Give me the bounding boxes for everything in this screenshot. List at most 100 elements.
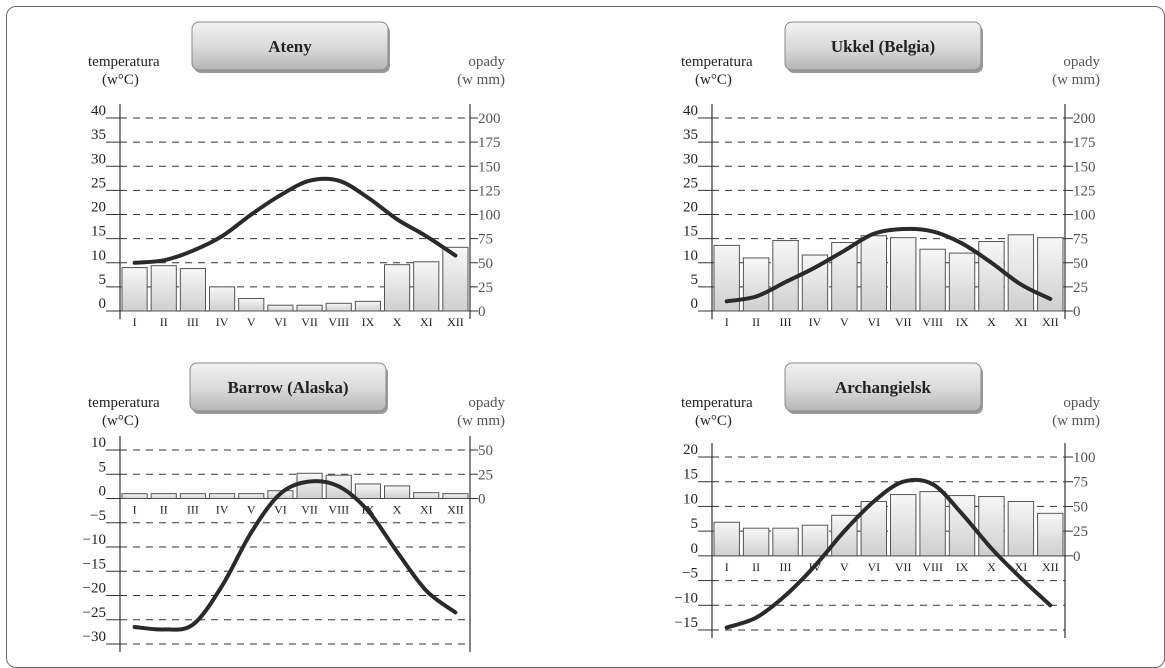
- temp-tick-label: 20: [91, 200, 106, 216]
- temp-tick-label: 5: [691, 272, 699, 288]
- temp-axis-unit: (w°C): [102, 72, 139, 88]
- month-label-VI: VI: [274, 503, 287, 517]
- temp-axis-label: temperatura: [88, 395, 160, 411]
- precip-bar-IX: [354, 483, 382, 500]
- month-label-X: X: [393, 503, 402, 517]
- precip-tick-label: 150: [478, 159, 501, 175]
- temp-tick-label: −10: [675, 590, 698, 606]
- precip-tick-label: 75: [1073, 475, 1088, 491]
- chart-title: Ateny: [268, 37, 312, 56]
- month-label-I: I: [725, 315, 729, 329]
- month-label-X: X: [987, 315, 996, 329]
- month-label-V: V: [840, 315, 849, 329]
- precip-tick-label: 50: [478, 256, 493, 272]
- precip-bar-III: [179, 268, 206, 312]
- temp-tick-label: 10: [683, 491, 698, 507]
- precip-tick-label: 0: [478, 492, 486, 508]
- precip-bar-II: [150, 265, 177, 312]
- precip-axis-unit: (w mm): [457, 72, 505, 88]
- temp-axis-label: temperatura: [88, 54, 160, 70]
- precip-tick-label: 125: [478, 183, 501, 199]
- temp-tick-label: 0: [691, 296, 699, 312]
- temp-tick-label: −10: [83, 532, 106, 548]
- precip-bar-III: [179, 493, 206, 499]
- precip-bar-XII: [1037, 512, 1064, 557]
- temp-axis-unit: (w°C): [695, 72, 732, 88]
- temp-tick-label: −15: [83, 556, 106, 572]
- temp-tick-label: −30: [83, 629, 106, 645]
- precip-bar-VII: [296, 472, 323, 499]
- precip-bar-I: [121, 267, 148, 312]
- precip-bar-X: [384, 264, 411, 312]
- precip-tick-label: 0: [478, 304, 486, 320]
- temp-tick-label: 0: [691, 541, 699, 557]
- month-label-II: II: [160, 503, 168, 517]
- precip-tick-label: 150: [1073, 159, 1096, 175]
- month-label-VI: VI: [274, 315, 287, 329]
- precip-bar-VIII: [919, 491, 946, 557]
- temp-tick-label: 0: [99, 484, 107, 500]
- month-label-I: I: [133, 503, 137, 517]
- precip-bar-V: [238, 297, 265, 312]
- precip-bar-I: [121, 493, 148, 499]
- precip-bar-XII: [442, 493, 469, 499]
- month-label-VIII: VIII: [922, 315, 943, 329]
- title-box: [189, 362, 387, 412]
- temperature-curve: [724, 226, 1053, 304]
- month-label-VI: VI: [867, 315, 880, 329]
- precip-tick-label: 25: [478, 467, 493, 483]
- precip-bar-XI: [413, 492, 440, 499]
- temp-tick-label: 30: [683, 151, 698, 167]
- month-label-V: V: [247, 315, 256, 329]
- precip-bar-VII: [296, 304, 323, 312]
- temp-tick-label: 20: [683, 200, 698, 216]
- precip-bar-XI: [413, 261, 440, 312]
- month-label-I: I: [133, 315, 137, 329]
- precip-tick-label: 100: [1073, 208, 1096, 224]
- temp-tick-label: 5: [99, 272, 107, 288]
- precip-bar-X: [978, 241, 1005, 312]
- precip-tick-label: 50: [1073, 256, 1088, 272]
- precip-tick-label: 100: [1073, 450, 1096, 466]
- month-label-VIII: VIII: [328, 503, 349, 517]
- precip-bar-III: [772, 527, 799, 557]
- precip-axis-label: opady: [468, 395, 505, 411]
- chart-2: Ukkel (Belgia) temperatura (w°C) opady (w mm…: [681, 21, 1100, 329]
- month-label-XI: XI: [1015, 560, 1028, 574]
- temperature-curve: [132, 176, 458, 265]
- month-label-IV: IV: [809, 315, 822, 329]
- temp-tick-label: 15: [683, 224, 698, 240]
- month-label-IX: IX: [956, 315, 969, 329]
- temp-tick-label: 40: [683, 103, 698, 119]
- temp-axis-unit: (w°C): [695, 413, 732, 429]
- month-label-VII: VII: [301, 503, 318, 517]
- temp-tick-label: 5: [99, 459, 107, 475]
- chart-title: Ukkel (Belgia): [831, 37, 935, 56]
- month-label-XI: XI: [1015, 315, 1028, 329]
- precip-axis-unit: (w mm): [1052, 413, 1100, 429]
- month-label-VIII: VIII: [922, 560, 943, 574]
- precip-bar-II: [150, 493, 177, 499]
- precip-bar-VII: [890, 237, 917, 312]
- month-label-XII: XII: [447, 315, 464, 329]
- temp-tick-label: 15: [683, 467, 698, 483]
- precip-bar-II: [742, 257, 770, 312]
- precip-bar-IX: [354, 300, 382, 312]
- temperature-curve: [132, 479, 458, 632]
- temp-tick-label: −20: [83, 581, 106, 597]
- month-label-V: V: [840, 560, 849, 574]
- precip-bar-I: [713, 521, 740, 557]
- month-label-III: III: [780, 560, 792, 574]
- temp-tick-label: −5: [90, 508, 106, 524]
- precip-bar-II: [742, 527, 770, 557]
- month-label-XII: XII: [1042, 315, 1059, 329]
- month-label-III: III: [187, 315, 199, 329]
- chart-title: Barrow (Alaska): [227, 378, 348, 397]
- precip-tick-label: 200: [478, 111, 501, 127]
- precip-tick-label: 175: [1073, 135, 1096, 151]
- temp-tick-label: 10: [683, 248, 698, 264]
- month-label-V: V: [247, 503, 256, 517]
- temp-tick-label: 0: [99, 296, 107, 312]
- title-box: [191, 21, 389, 71]
